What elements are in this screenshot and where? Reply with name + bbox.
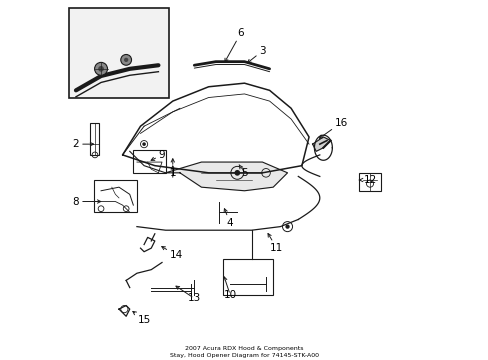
Bar: [94, 180, 137, 212]
Bar: [133, 149, 165, 173]
Polygon shape: [165, 162, 287, 191]
Circle shape: [121, 54, 131, 65]
Circle shape: [234, 170, 240, 176]
Text: 16: 16: [319, 118, 347, 138]
Text: 2007 Acura RDX Hood & Components
Stay, Hood Opener Diagram for 74145-STK-A00: 2007 Acura RDX Hood & Components Stay, H…: [170, 346, 318, 358]
Circle shape: [124, 58, 128, 62]
Text: 9: 9: [151, 150, 165, 160]
Circle shape: [94, 62, 107, 75]
Text: 2: 2: [73, 139, 93, 149]
Text: 14: 14: [162, 247, 183, 260]
Circle shape: [285, 225, 289, 229]
Circle shape: [98, 66, 104, 72]
Text: 1: 1: [169, 159, 176, 178]
Text: 11: 11: [267, 234, 283, 253]
Text: 13: 13: [187, 293, 201, 303]
Bar: [223, 259, 273, 295]
Text: 3: 3: [247, 46, 265, 63]
Text: 6: 6: [224, 28, 244, 62]
Bar: [69, 8, 169, 98]
Text: 4: 4: [224, 209, 233, 228]
Text: 5: 5: [239, 165, 247, 178]
Text: 8: 8: [73, 197, 101, 207]
Text: 10: 10: [223, 290, 236, 300]
Text: 7: 7: [122, 49, 143, 59]
Bar: [359, 173, 380, 191]
Polygon shape: [312, 137, 330, 151]
Text: 15: 15: [133, 311, 150, 325]
Text: 12: 12: [359, 175, 376, 185]
Circle shape: [142, 142, 145, 146]
Bar: [90, 123, 99, 155]
